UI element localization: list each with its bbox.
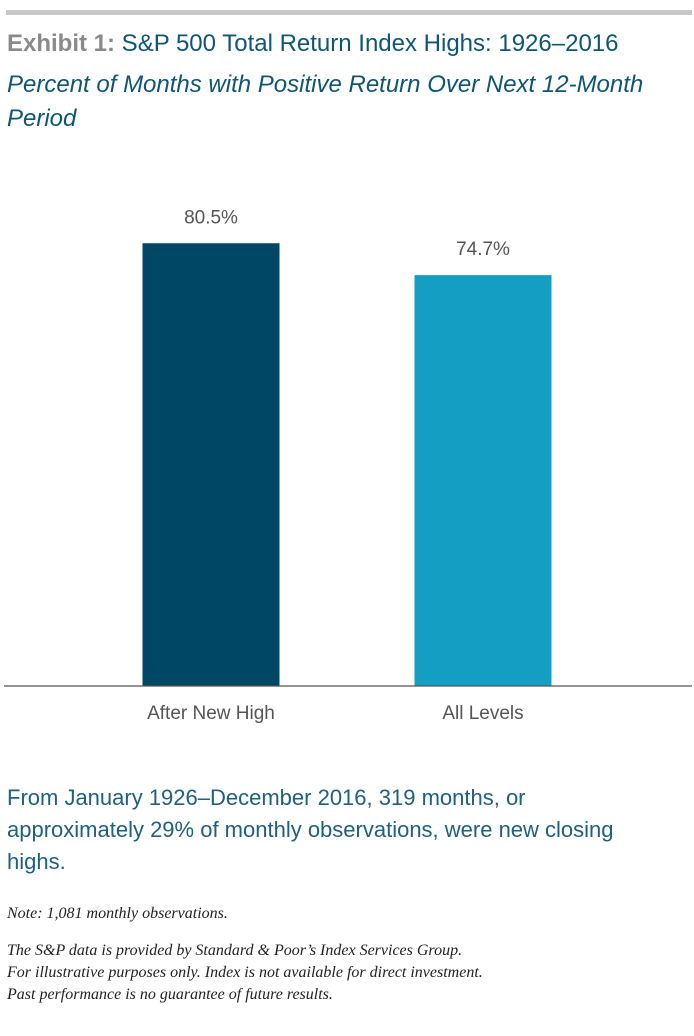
- data-label: 74.7%: [456, 239, 510, 260]
- callout-text: From January 1926–December 2016, 319 mon…: [7, 785, 614, 874]
- bar: [414, 275, 552, 686]
- top-rule: [6, 10, 692, 15]
- bar: [142, 243, 280, 686]
- data-label: 80.5%: [184, 207, 238, 228]
- exhibit-label: Exhibit 1:: [7, 30, 116, 57]
- disclaimer-line: For illustrative purposes only. Index is…: [7, 964, 483, 981]
- disclaimer-line: Past performance is no guarantee of futu…: [7, 986, 333, 1003]
- bars-group: 80.5% After New High 74.7% All Levels: [142, 207, 552, 724]
- note-text: Note: 1,081 monthly observations.: [7, 905, 228, 922]
- disclaimer-line: The S&P data is provided by Standard & P…: [7, 942, 463, 959]
- category-label: After New High: [147, 703, 275, 724]
- category-label: All Levels: [442, 703, 523, 724]
- bar-chart: 80.5% After New High 74.7% All Levels: [4, 207, 692, 724]
- chart-subtitle: Percent of Months with Positive Return O…: [7, 71, 644, 132]
- title-text: S&P 500 Total Return Index Highs: 1926–2…: [115, 30, 619, 57]
- disclaimer: The S&P data is provided by Standard & P…: [7, 940, 687, 1006]
- chart-title: Exhibit 1: S&P 500 Total Return Index Hi…: [7, 30, 619, 58]
